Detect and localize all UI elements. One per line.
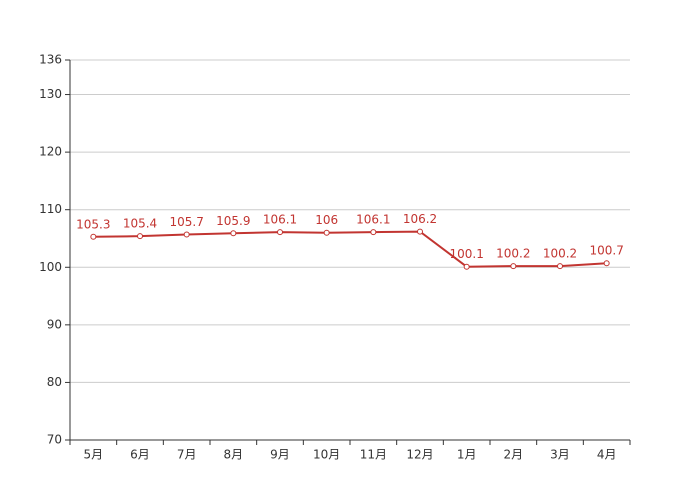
point [370,229,377,236]
data-label: 105.7 [169,215,203,229]
x-tick-label: 7月 [177,448,197,462]
point [183,231,190,238]
x-tick-label: 6月 [130,448,150,462]
data-label: 106 [315,213,338,227]
y-tick-label: 100 [39,260,62,274]
point [463,263,470,270]
x-tick-label: 12月 [406,448,433,462]
data-label: 100.2 [543,247,577,261]
point [603,260,610,267]
y-tick-label: 130 [39,87,62,101]
point [417,228,423,235]
point [137,233,143,240]
x-tick-label: 9月 [270,448,290,462]
x-tick-label: 11月 [360,448,387,462]
x-tick-label: 2月 [504,448,524,462]
y-tick-label: 110 [39,202,62,216]
y-tick-label: 120 [39,145,62,159]
x-tick-label: 4月 [597,448,617,462]
y-tick-label: 80 [47,375,62,389]
line [93,230,607,268]
data-label: 100.2 [496,247,530,261]
point [510,263,517,270]
x-tick-label: 8月 [224,448,244,462]
point [230,230,237,237]
x-tick-label: 5月 [84,448,104,462]
x-tick-label: 10月 [313,448,340,462]
y-tick-label: 136 [39,53,62,67]
data-label: 106.1 [263,213,297,227]
point [90,233,97,240]
x-tick-label: 3月 [550,448,570,462]
data-label: 105.4 [123,217,157,231]
y-tick-label: 70 [47,433,62,447]
x-tick-label: 1月 [457,448,477,462]
data-label: 105.9 [216,214,250,228]
point [277,229,283,236]
data-label: 100.7 [589,244,623,258]
data-label: 106.1 [356,213,390,227]
data-label: 105.3 [76,217,110,231]
data-label: 106.2 [403,212,437,226]
y-tick-label: 90 [47,317,62,331]
point [557,263,563,270]
point [323,229,330,236]
data-label: 100.1 [449,247,483,261]
